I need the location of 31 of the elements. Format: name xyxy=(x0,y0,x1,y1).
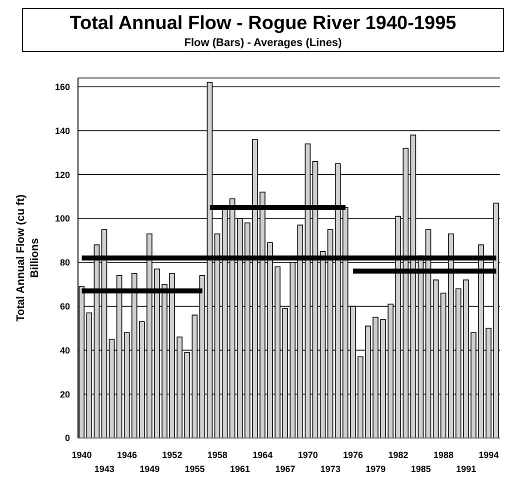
x-tick-label: 1940 xyxy=(72,450,92,460)
x-tick-label: 1991 xyxy=(456,464,476,474)
x-tick-label: 1970 xyxy=(298,450,318,460)
x-tick-label: 1967 xyxy=(275,464,296,474)
y-tick-label: 160 xyxy=(54,82,70,92)
y-tick-label: 0 xyxy=(64,433,70,444)
y-tick-label: 40 xyxy=(60,345,70,356)
x-tick-label: 1994 xyxy=(478,450,499,460)
y-tick-label: 120 xyxy=(54,170,70,180)
y-tick-label: 80 xyxy=(60,258,70,268)
x-tick-label: 1979 xyxy=(366,464,386,474)
x-tick-label: 1982 xyxy=(388,450,408,460)
y-axis-title: Total Annual Flow (cu ft) Billions xyxy=(15,194,41,322)
x-tick-label: 1961 xyxy=(230,464,250,474)
x-tick-label: 1952 xyxy=(162,450,182,460)
x-tick-label: 1988 xyxy=(433,450,454,460)
x-tick-label: 1946 xyxy=(116,450,137,460)
y-tick-label: 20 xyxy=(60,389,70,400)
y-tick-label: 140 xyxy=(54,126,70,136)
x-tick-label: 1985 xyxy=(410,464,431,474)
x-tick-label: 1955 xyxy=(184,464,205,474)
y-tick-label: 60 xyxy=(60,301,70,312)
y-tick-label: 100 xyxy=(54,214,70,224)
x-tick-label: 1973 xyxy=(320,464,340,474)
chart-subtitle: Flow (Bars) - Averages (Lines) xyxy=(183,37,343,49)
x-tick-label: 1976 xyxy=(343,450,364,460)
x-tick-label: 1943 xyxy=(94,464,114,474)
x-tick-label: 1949 xyxy=(140,464,160,474)
x-tick-label: 1958 xyxy=(207,450,228,460)
x-tick-label: 1964 xyxy=(252,450,273,460)
chart-title: Total Annual Flow - Rogue River 1940-1995 xyxy=(68,13,458,35)
